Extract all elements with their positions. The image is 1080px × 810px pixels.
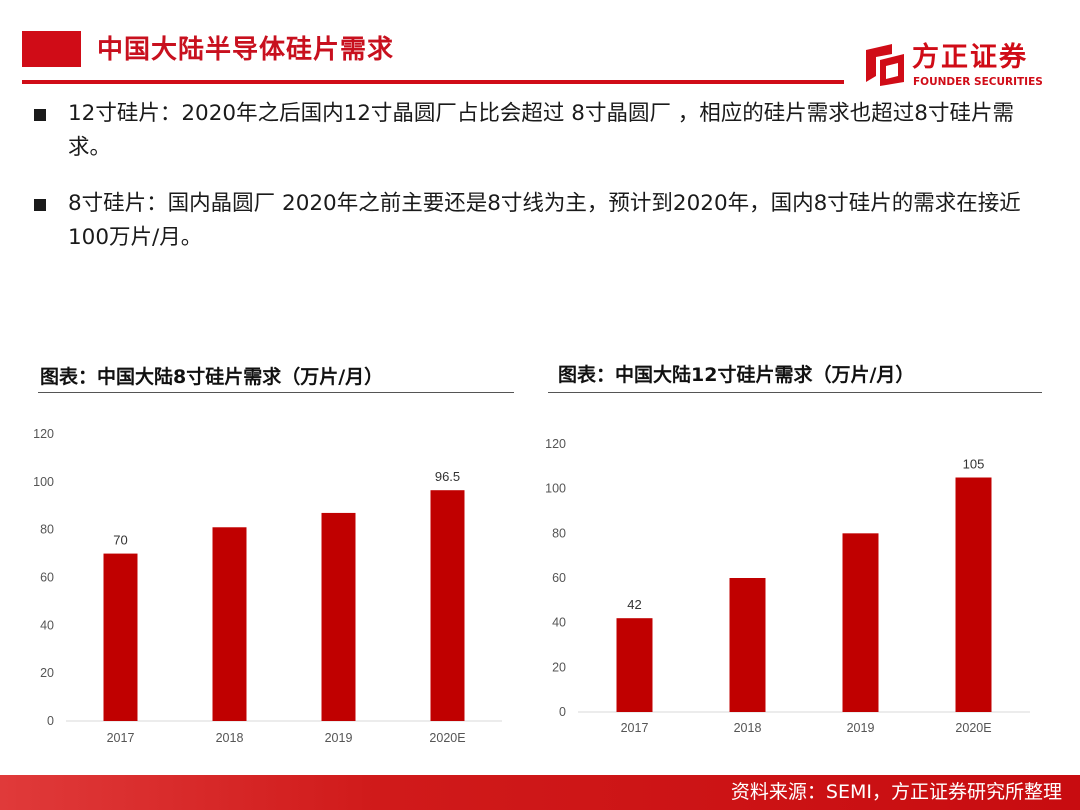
- y-tick-label: 0: [47, 714, 54, 728]
- x-tick-label: 2018: [734, 721, 762, 735]
- chart-title-rule: [38, 392, 514, 393]
- bar: [729, 578, 766, 712]
- data-label: 42: [627, 597, 641, 612]
- founder-logo-icon: [866, 44, 904, 86]
- footer-bar: 资料来源：SEMI，方正证券研究所整理: [0, 775, 1080, 810]
- y-tick-label: 60: [552, 571, 566, 585]
- chart-title-8inch: 图表：中国大陆8寸硅片需求（万片/月）: [40, 366, 384, 388]
- y-tick-label: 80: [552, 526, 566, 540]
- bar: [212, 527, 247, 721]
- bar: [321, 512, 356, 721]
- data-label: 96.5: [435, 469, 460, 484]
- chart-8inch-demand: 0 20 40 60 80 100 120 2017 70 2018 2019 2020E 96.5: [33, 427, 502, 745]
- bullet-text: 12寸硅片：2020年之后国内12寸晶圆厂占比会超过 8寸晶圆厂 ，相应的硅片需…: [68, 101, 1014, 160]
- data-label: 70: [113, 533, 127, 548]
- y-tick-label: 60: [40, 571, 54, 585]
- y-tick-label: 120: [33, 427, 54, 441]
- bullet-item-8inch: 8寸硅片：国内晶圆厂 2020年之前主要还是8寸线为主，预计到2020年，国内8…: [34, 187, 1054, 255]
- data-label: 105: [963, 457, 985, 472]
- bar: [616, 618, 653, 712]
- x-tick-label: 2017: [107, 731, 135, 745]
- y-tick-label: 40: [40, 618, 54, 632]
- y-tick-label: 0: [559, 705, 566, 719]
- header-accent-block: [22, 31, 81, 67]
- header-divider: [22, 80, 844, 84]
- source-note: 资料来源：SEMI，方正证券研究所整理: [730, 781, 1062, 803]
- founder-logo: 方正证券 FOUNDER SECURITIES: [862, 42, 1052, 94]
- x-tick-label: 2020E: [955, 721, 991, 735]
- x-tick-label: 2018: [216, 731, 244, 745]
- y-tick-label: 80: [40, 523, 54, 537]
- bullet-square-icon: [34, 109, 46, 121]
- x-tick-label: 2017: [621, 721, 649, 735]
- bullet-text: 8寸硅片：国内晶圆厂 2020年之前主要还是8寸线为主，预计到2020年，国内8…: [68, 191, 1021, 250]
- chart-12inch-demand: 0 20 40 60 80 100 120 2017 42 2018 2019 2020E 105: [545, 437, 1030, 735]
- y-tick-label: 120: [545, 437, 566, 451]
- y-tick-label: 40: [552, 616, 566, 630]
- x-tick-label: 2019: [847, 721, 875, 735]
- logo-name-en: FOUNDER SECURITIES: [913, 76, 1043, 88]
- bar: [955, 477, 992, 712]
- chart-title-rule: [548, 392, 1042, 393]
- x-tick-label: 2019: [325, 731, 353, 745]
- bullet-item-12inch: 12寸硅片：2020年之后国内12寸晶圆厂占比会超过 8寸晶圆厂 ，相应的硅片需…: [34, 97, 1054, 165]
- bullet-list: 12寸硅片：2020年之后国内12寸晶圆厂占比会超过 8寸晶圆厂 ，相应的硅片需…: [34, 97, 1054, 277]
- y-tick-label: 100: [33, 475, 54, 489]
- logo-name-cn: 方正证券: [912, 42, 1028, 73]
- bullet-square-icon: [34, 199, 46, 211]
- page-title: 中国大陆半导体硅片需求: [97, 35, 395, 65]
- chart-title-12inch: 图表：中国大陆12寸硅片需求（万片/月）: [558, 364, 915, 386]
- x-tick-label: 2020E: [429, 731, 465, 745]
- y-tick-label: 20: [552, 660, 566, 674]
- bar: [430, 490, 465, 721]
- y-tick-label: 20: [40, 666, 54, 680]
- bar: [103, 553, 138, 721]
- y-tick-label: 100: [545, 482, 566, 496]
- bar: [842, 533, 879, 712]
